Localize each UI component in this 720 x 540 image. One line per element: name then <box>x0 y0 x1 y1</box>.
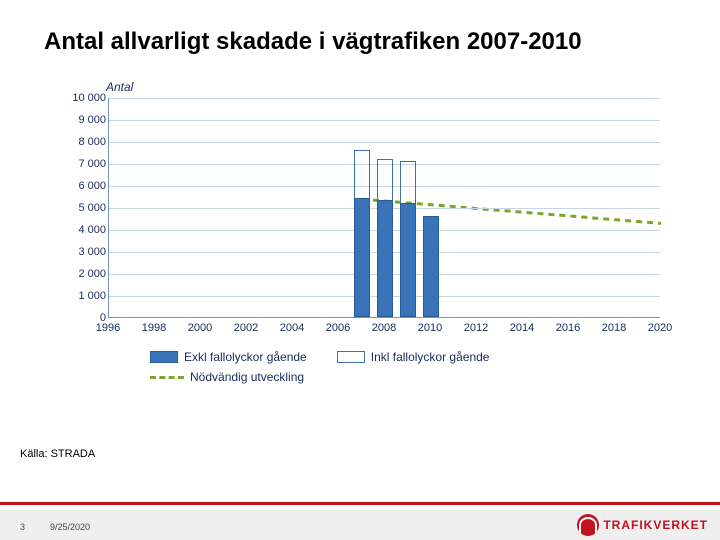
x-tick-label: 2016 <box>556 322 580 334</box>
logo-text: TRAFIKVERKET <box>603 518 708 532</box>
footer-page-number: 3 <box>20 522 25 532</box>
x-axis-ticks: 1996199820002002200420062008201020122014… <box>108 322 660 338</box>
y-tick-label: 3 000 <box>60 246 106 258</box>
y-tick-label: 2 000 <box>60 268 106 280</box>
x-tick-label: 2010 <box>418 322 442 334</box>
y-axis-ticks: 01 0002 0003 0004 0005 0006 0007 0008 00… <box>60 98 108 318</box>
chart-plot <box>108 98 660 318</box>
slide-title: Antal allvarligt skadade i vägtrafiken 2… <box>44 28 582 56</box>
bar-excl <box>377 200 393 317</box>
grid-line <box>109 120 660 121</box>
legend-trend: Nödvändig utveckling <box>150 370 304 384</box>
grid-line <box>109 98 660 99</box>
y-tick-label: 4 000 <box>60 224 106 236</box>
x-tick-label: 2014 <box>510 322 534 334</box>
y-tick-label: 9 000 <box>60 114 106 126</box>
x-tick-label: 1998 <box>142 322 166 334</box>
legend-excl: Exkl fallolyckor gående <box>150 350 307 364</box>
x-tick-label: 2018 <box>602 322 626 334</box>
x-tick-label: 1996 <box>96 322 120 334</box>
x-tick-label: 2000 <box>188 322 212 334</box>
legend-swatch-fill <box>150 351 178 363</box>
y-tick-label: 6 000 <box>60 180 106 192</box>
y-tick-label: 1 000 <box>60 290 106 302</box>
legend-swatch-dash <box>150 376 184 379</box>
y-axis-label: Antal <box>106 80 133 94</box>
y-tick-label: 8 000 <box>60 136 106 148</box>
x-tick-label: 2002 <box>234 322 258 334</box>
y-tick-label: 7 000 <box>60 158 106 170</box>
x-tick-label: 2008 <box>372 322 396 334</box>
footer-date: 9/25/2020 <box>50 522 90 532</box>
footer-accent-bar <box>0 502 720 505</box>
footer: 3 9/25/2020 TRAFIKVERKET <box>0 492 720 540</box>
source-text: Källa: STRADA <box>20 448 95 460</box>
legend-excl-label: Exkl fallolyckor gående <box>184 350 307 364</box>
legend-incl-label: Inkl fallolyckor gående <box>371 350 490 364</box>
bar-excl <box>400 203 416 317</box>
bar-excl <box>354 198 370 317</box>
logo-badge-icon <box>577 514 599 536</box>
legend-trend-label: Nödvändig utveckling <box>190 370 304 384</box>
legend-swatch-outline <box>337 351 365 363</box>
legend: Exkl fallolyckor gående Inkl fallolyckor… <box>150 350 650 390</box>
y-tick-label: 10 000 <box>60 92 106 104</box>
slide: Antal allvarligt skadade i vägtrafiken 2… <box>0 0 720 540</box>
x-tick-label: 2004 <box>280 322 304 334</box>
x-tick-label: 2012 <box>464 322 488 334</box>
footer-logo: TRAFIKVERKET <box>577 514 708 536</box>
grid-line <box>109 142 660 143</box>
bar-excl <box>423 216 439 317</box>
x-tick-label: 2020 <box>648 322 672 334</box>
y-tick-label: 5 000 <box>60 202 106 214</box>
x-tick-label: 2006 <box>326 322 350 334</box>
legend-incl: Inkl fallolyckor gående <box>337 350 490 364</box>
